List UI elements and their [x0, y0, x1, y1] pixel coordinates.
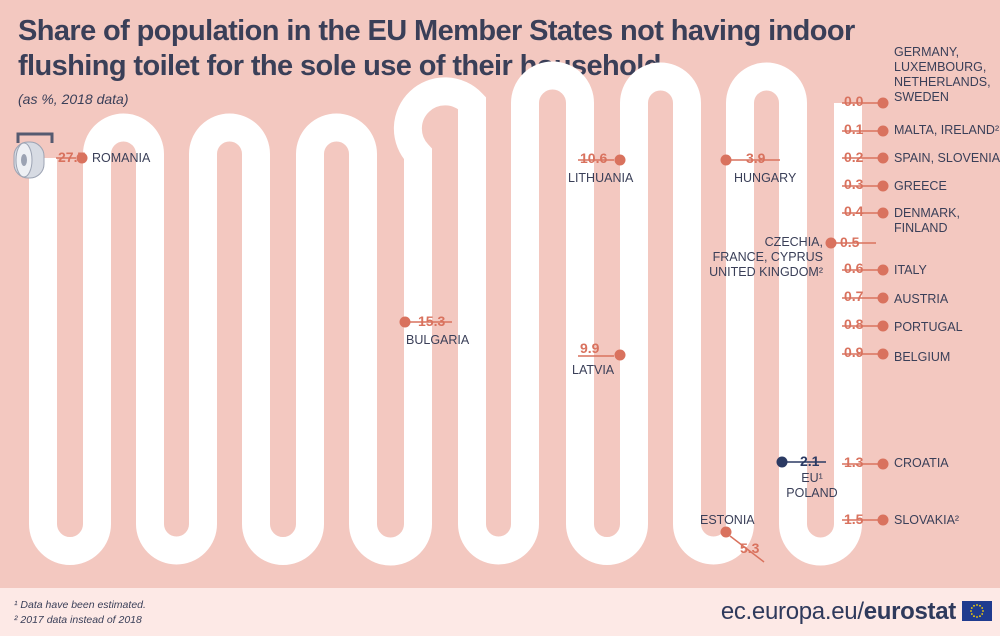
data-point: 0.1 MALTA, IRELAND²	[842, 121, 999, 137]
category-label: MALTA, IRELAND²	[894, 123, 999, 137]
category-label: LATVIA	[572, 363, 615, 377]
value-label: 9.9	[580, 340, 600, 356]
value-label: 3.9	[746, 150, 766, 166]
point-marker	[825, 237, 837, 249]
point-marker	[877, 264, 889, 276]
footer: ¹ Data have been estimated. ² 2017 data …	[0, 588, 1000, 636]
category-label: PORTUGAL	[894, 320, 963, 334]
value-label: 0.5	[840, 234, 860, 250]
category-label: LITHUANIA	[568, 171, 634, 185]
eu-flag-icon	[962, 601, 992, 621]
point-marker	[877, 348, 889, 360]
point-marker	[877, 180, 889, 192]
value-label: 27.7	[58, 149, 85, 165]
category-label: ROMANIA	[92, 151, 151, 165]
category-label: CROATIA	[894, 456, 949, 470]
value-label: 0.3	[844, 176, 864, 192]
point-marker	[877, 320, 889, 332]
point-marker	[76, 152, 88, 164]
toilet-paper-icon	[13, 132, 54, 179]
category-label: GREECE	[894, 179, 947, 193]
data-point: 1.5 SLOVAKIA²	[842, 511, 959, 527]
value-label: 2.1	[800, 453, 820, 469]
point-marker	[720, 154, 732, 166]
category-label: AUSTRIA	[894, 292, 949, 306]
data-point: 0.0 GERMANY, LUXEMBOURG, NETHERLANDS, SWEDEN	[842, 45, 991, 109]
value-label: 10.6	[580, 150, 607, 166]
data-point: 15.3 BULGARIA	[399, 313, 470, 347]
point-marker	[720, 526, 732, 538]
data-point: 0.5 CZECHIA, FRANCE, CYPRUS UNITED KINGDOM²	[709, 234, 876, 279]
brand-url: ec.europa.eu/	[720, 598, 864, 625]
point-marker	[399, 316, 411, 328]
data-point: 0.8 PORTUGAL	[842, 316, 963, 334]
footnote-2017: ² 2017 data instead of 2018	[14, 614, 142, 626]
point-marker	[776, 456, 788, 468]
value-label: 0.4	[844, 203, 864, 219]
value-label: 0.2	[844, 149, 864, 165]
data-point: 1.3 CROATIA	[842, 454, 949, 470]
data-point: 5.3 ESTONIA	[700, 513, 765, 563]
point-marker	[877, 97, 889, 109]
value-label: 1.5	[844, 511, 864, 527]
eurostat-brand[interactable]: ec.europa.eu/eurostat	[721, 598, 956, 626]
value-label: 0.8	[844, 316, 864, 332]
category-label: GERMANY, LUXEMBOURG, NETHERLANDS, SWEDEN	[894, 45, 991, 104]
point-marker	[614, 349, 626, 361]
category-label: CZECHIA, FRANCE, CYPRUS UNITED KINGDOM²	[709, 235, 823, 279]
category-label: BULGARIA	[406, 333, 470, 347]
value-label: 0.7	[844, 288, 864, 304]
value-label: 0.0	[844, 93, 864, 109]
category-label: SLOVAKIA²	[894, 513, 959, 527]
value-label: 15.3	[418, 313, 445, 329]
data-point: 3.9 HUNGARY	[720, 150, 797, 185]
category-label: DENMARK, FINLAND	[894, 206, 960, 235]
data-point: 27.7 ROMANIA	[56, 149, 151, 165]
category-label: BELGIUM	[894, 350, 950, 364]
value-label: 5.3	[740, 540, 760, 556]
point-marker	[877, 125, 889, 137]
data-point: 10.6 LITHUANIA	[568, 150, 634, 185]
category-label: HUNGARY	[734, 171, 797, 185]
category-label: ESTONIA	[700, 513, 755, 527]
category-label: EU¹ POLAND	[786, 471, 837, 500]
data-point: 0.4 DENMARK, FINLAND	[842, 203, 960, 235]
data-point: 2.1 EU¹ POLAND	[776, 453, 838, 500]
data-point: 0.2 SPAIN, SLOVENIA	[842, 149, 1000, 165]
value-label: 0.9	[844, 344, 864, 360]
data-point: 0.3 GREECE	[842, 176, 947, 193]
data-point: 0.9 BELGIUM	[842, 344, 950, 364]
point-marker	[614, 154, 626, 166]
point-marker	[877, 514, 889, 526]
leader-line	[729, 535, 765, 563]
paper-roll-path	[29, 61, 862, 566]
category-label: SPAIN, SLOVENIA	[894, 151, 1000, 165]
point-marker	[877, 292, 889, 304]
value-label: 1.3	[844, 454, 864, 470]
data-point: 0.6 ITALY	[842, 260, 928, 277]
value-label: 0.1	[844, 121, 864, 137]
serpentine-chart: 27.7 ROMANIA 15.3 BULGARIA 10.6 LITHUANIA 9.9 L…	[13, 45, 1000, 566]
point-marker	[877, 207, 889, 219]
category-label: ITALY	[894, 263, 928, 277]
brand-name: eurostat	[863, 598, 957, 625]
point-marker	[877, 458, 889, 470]
point-marker	[877, 152, 889, 164]
data-point: 9.9 LATVIA	[572, 340, 626, 377]
footnote-estimated: ¹ Data have been estimated.	[14, 599, 146, 611]
data-point: 0.7 AUSTRIA	[842, 288, 949, 306]
chart-subtitle: (as %, 2018 data)	[18, 91, 129, 107]
value-label: 0.6	[844, 260, 864, 276]
